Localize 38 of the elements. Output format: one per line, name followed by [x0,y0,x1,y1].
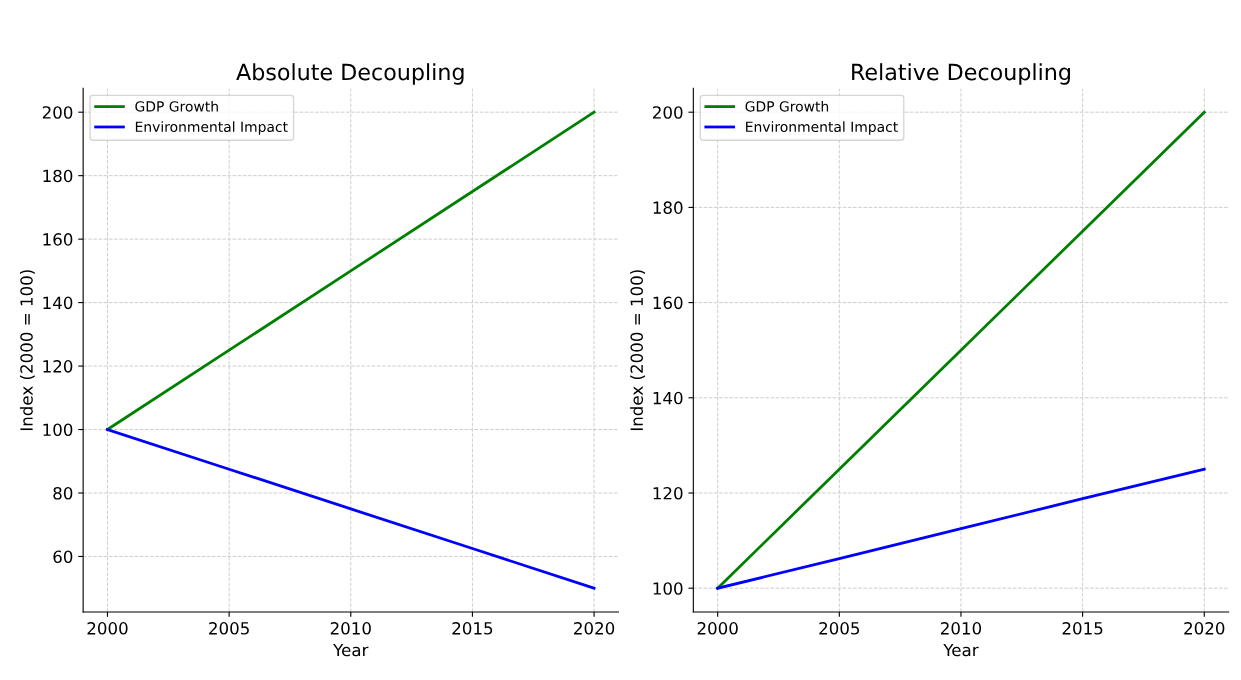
y-tick-label: 60 [53,550,73,564]
line-series [716,467,1206,590]
x-tick-label: 2020 [574,622,615,635]
x-tick-label: 2010 [330,622,371,635]
chart-title: Absolute Decoupling [236,63,464,85]
line-series [106,428,596,590]
line-series [716,110,1206,590]
legend-label: GDP Growth [745,100,829,112]
y-tick-label: 100 [43,423,73,437]
x-tick-label: 2015 [452,622,493,635]
y-axis-title: Index (2000 = 100) [630,270,645,431]
y-tick-label: 120 [653,486,683,500]
y-tick-label: 200 [42,106,73,119]
y-tick-label: 80 [53,486,73,500]
y-tick-label: 160 [653,296,683,310]
chart-title: Relative Decoupling [852,63,1070,85]
legend-label: GDP Growth [135,100,218,112]
y-tick-label: 140 [43,296,73,310]
x-tick-label: 2000 [697,622,738,635]
y-tick-label: 200 [653,106,683,119]
y-tick-label: 160 [43,233,73,246]
x-tick-label: 2010 [940,622,982,635]
x-tick-label: 2000 [87,622,128,635]
y-tick-label: 180 [43,169,73,183]
x-tick-label: 2005 [209,622,249,635]
y-axis-title: Index (2000 = 100) [19,270,35,431]
y-tick-label: 120 [43,360,73,373]
x-axis-title: Year [333,643,369,657]
legend-label: Environmental Impact [746,121,898,135]
x-tick-label: 2015 [1062,622,1103,635]
x-tick-label: 2005 [819,622,860,635]
x-axis-title: Year [943,643,979,657]
y-tick-label: 180 [653,201,683,214]
y-tick-label: 140 [653,391,683,405]
legend-label: Environmental Impact [135,121,288,135]
y-tick-label: 100 [653,582,683,595]
x-tick-label: 2020 [1184,622,1225,635]
line-series [106,110,596,431]
